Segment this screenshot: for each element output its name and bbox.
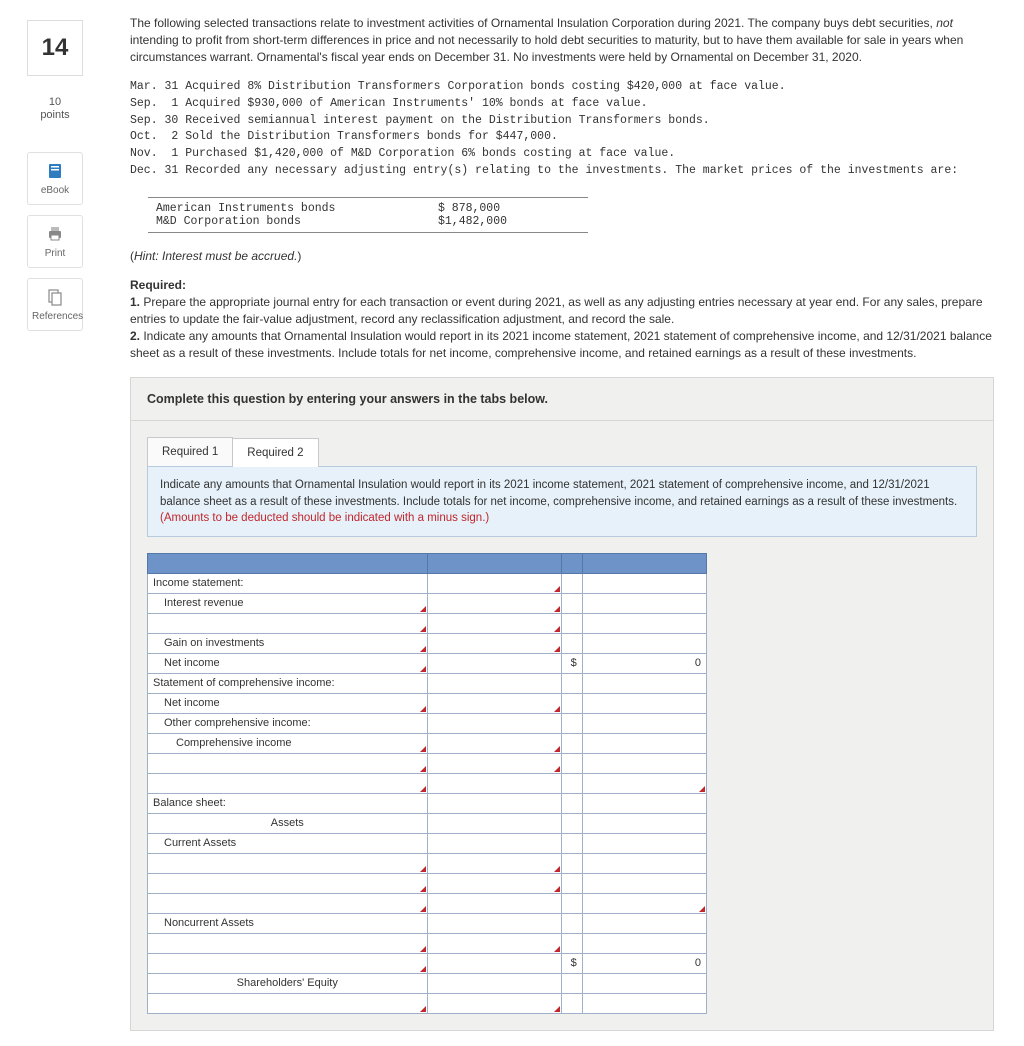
input-cell[interactable] [427, 693, 562, 713]
row-current-assets: Current Assets [148, 833, 428, 853]
input-cell[interactable] [148, 853, 428, 873]
input-cell[interactable] [427, 993, 562, 1013]
input-cell[interactable] [427, 753, 562, 773]
input-cell[interactable] [582, 773, 706, 793]
row-shareholders-equity: Shareholders' Equity [148, 973, 428, 993]
input-cell[interactable] [148, 873, 428, 893]
input-cell[interactable] [427, 593, 562, 613]
row-net-income-2[interactable]: Net income [148, 693, 428, 713]
table-row: M&D Corporation bonds $1,482,000 [148, 215, 588, 228]
row-income-statement: Income statement: [148, 573, 428, 593]
book-icon [45, 161, 65, 181]
input-cell[interactable] [427, 733, 562, 753]
tab-required-2[interactable]: Required 2 [233, 438, 318, 467]
print-button[interactable]: Print [27, 215, 83, 268]
table-row: American Instruments bonds $ 878,000 [148, 202, 588, 215]
answer-grid: Income statement: Interest revenue Gain … [147, 553, 707, 1014]
print-icon [45, 224, 65, 244]
dollar-sign: $ [562, 653, 583, 673]
ebook-button[interactable]: eBook [27, 152, 83, 205]
input-cell[interactable] [427, 853, 562, 873]
required-label: Required: [130, 278, 186, 292]
row-net-income[interactable]: Net income [148, 653, 428, 673]
total-cell: 0 [582, 953, 706, 973]
points-value: 10 [10, 96, 100, 109]
hint-text: (Hint: Interest must be accrued.) [130, 249, 994, 263]
mv-name: American Instruments bonds [148, 202, 438, 215]
dollar-sign: $ [562, 953, 583, 973]
row-noncurrent-assets: Noncurrent Assets [148, 913, 428, 933]
input-cell[interactable] [427, 933, 562, 953]
mv-value: $ 878,000 [438, 202, 558, 215]
tab-row: Required 1 Required 2 [131, 421, 993, 466]
row-assets-header: Assets [148, 813, 428, 833]
print-label: Print [45, 248, 66, 259]
row-oci: Other comprehensive income: [148, 713, 428, 733]
row-soci: Statement of comprehensive income: [148, 673, 428, 693]
input-cell[interactable] [427, 633, 562, 653]
total-cell: 0 [582, 653, 706, 673]
row-balance-sheet: Balance sheet: [148, 793, 428, 813]
answer-container: Complete this question by entering your … [130, 377, 994, 1030]
input-cell[interactable] [148, 613, 428, 633]
row-comp-income[interactable]: Comprehensive income [148, 733, 428, 753]
required-body: 1. Prepare the appropriate journal entry… [130, 295, 992, 359]
input-cell[interactable] [148, 753, 428, 773]
input-cell[interactable] [427, 873, 562, 893]
points: 10 points [10, 96, 100, 122]
tab-instructions-panel: Indicate any amounts that Ornamental Ins… [147, 466, 977, 536]
references-button[interactable]: References [27, 278, 83, 331]
tab-required-1[interactable]: Required 1 [147, 437, 233, 466]
references-icon [45, 287, 65, 307]
points-label: points [10, 109, 100, 122]
row-gain-investments[interactable]: Gain on investments [148, 633, 428, 653]
requirements: Required: 1. Prepare the appropriate jou… [130, 277, 994, 361]
input-cell[interactable] [148, 933, 428, 953]
panel-warn-text: (Amounts to be deducted should be indica… [160, 512, 489, 524]
input-cell[interactable] [427, 573, 562, 593]
row-interest-revenue[interactable]: Interest revenue [148, 593, 428, 613]
input-cell[interactable] [148, 773, 428, 793]
transactions-list: Mar. 31 Acquired 8% Distribution Transfo… [130, 79, 994, 179]
input-cell[interactable] [148, 953, 428, 973]
main-content: The following selected transactions rela… [100, 15, 1014, 1031]
intro-text: The following selected transactions rela… [130, 15, 994, 65]
sidebar: 14 10 points eBook Print References [10, 15, 100, 1031]
market-value-table: American Instruments bonds $ 878,000 M&D… [148, 197, 588, 233]
mv-name: M&D Corporation bonds [148, 215, 438, 228]
ebook-label: eBook [41, 185, 69, 196]
instruction-bar: Complete this question by entering your … [131, 378, 993, 421]
references-label: References [32, 311, 83, 322]
input-cell[interactable] [427, 613, 562, 633]
input-cell[interactable] [148, 993, 428, 1013]
input-cell[interactable] [582, 893, 706, 913]
input-cell[interactable] [148, 893, 428, 913]
mv-value: $1,482,000 [438, 215, 558, 228]
panel-main-text: Indicate any amounts that Ornamental Ins… [160, 479, 957, 507]
question-number: 14 [27, 20, 83, 76]
